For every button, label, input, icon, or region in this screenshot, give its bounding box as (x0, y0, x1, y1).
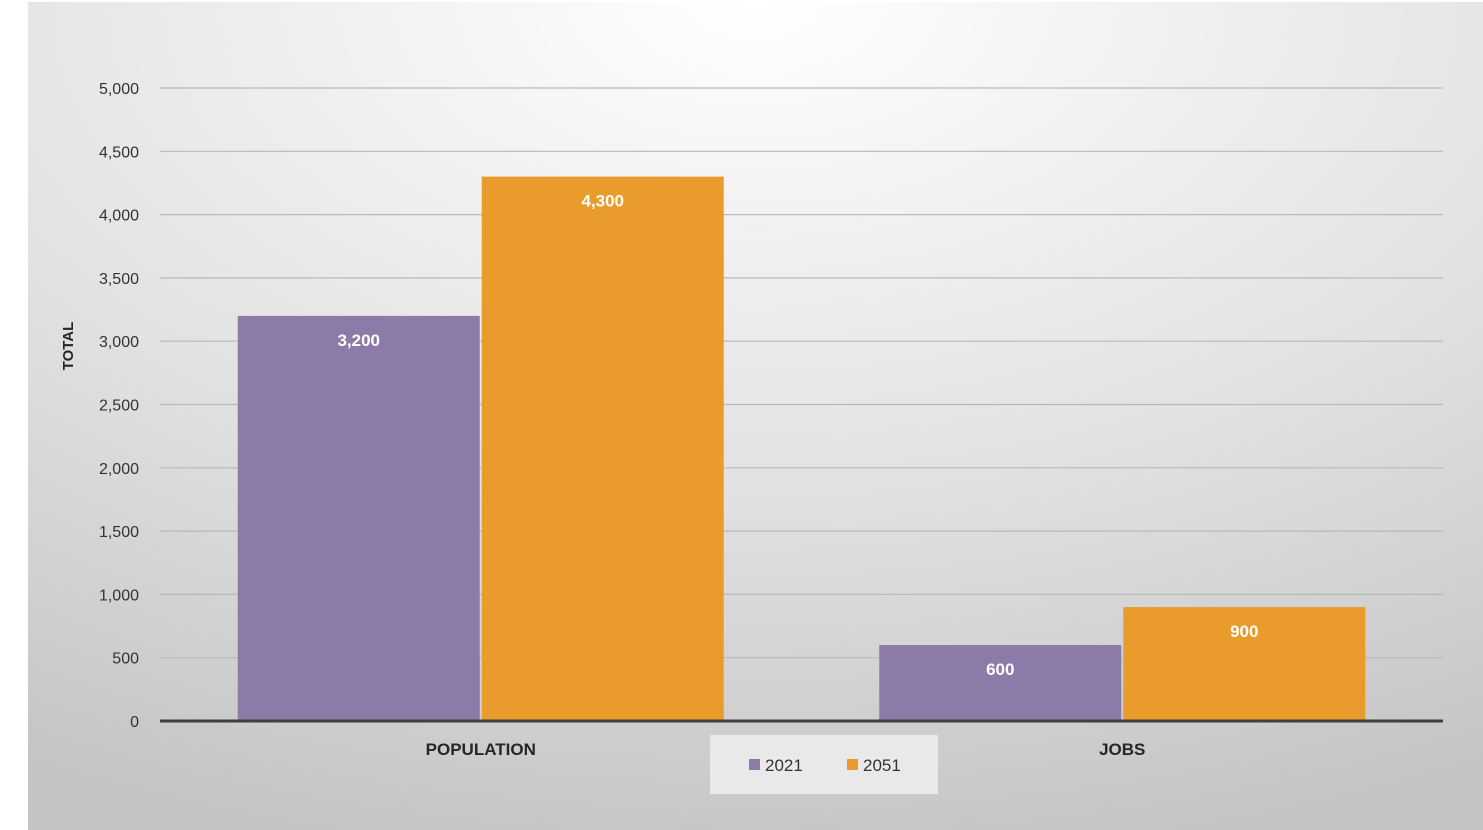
y-tick-label: 500 (112, 651, 139, 668)
legend-swatch-2051 (847, 759, 858, 770)
legend-swatch-2021 (749, 759, 760, 770)
data-labels: 3,200 4,300 600 900 (337, 192, 1258, 679)
x-category-label: JOBS (1099, 740, 1145, 759)
legend-box (710, 735, 938, 794)
legend-label: 2021 (765, 756, 803, 775)
y-tick-label: 3,500 (99, 271, 139, 288)
y-tick-label: 4,500 (99, 144, 139, 161)
bars (237, 176, 1366, 721)
legend-label: 2051 (863, 756, 901, 775)
y-tick-label: 2,500 (99, 398, 139, 415)
y-tick-label: 0 (130, 714, 139, 731)
bar-2021-jobs (879, 645, 1122, 721)
y-tick-label: 3,000 (99, 334, 139, 351)
y-tick-label: 1,000 (99, 587, 139, 604)
data-label: 4,300 (581, 192, 624, 211)
y-axis-title: TOTAL (60, 322, 77, 371)
x-category-label: POPULATION (426, 740, 536, 759)
y-tick-label: 4,000 (99, 208, 139, 225)
x-axis-categories: POPULATION JOBS (426, 740, 1146, 759)
y-tick-label: 2,000 (99, 461, 139, 478)
data-label: 900 (1230, 622, 1258, 641)
bar-2051-jobs (1123, 607, 1366, 721)
data-label: 3,200 (337, 331, 380, 350)
data-label: 600 (986, 660, 1014, 679)
bar-2021-population (237, 315, 480, 721)
y-tick-label: 5,000 (99, 81, 139, 98)
legend: 2021 2051 (710, 735, 938, 794)
y-tick-label: 1,500 (99, 524, 139, 541)
bar-2051-population (481, 176, 724, 721)
y-axis-ticks: 0 500 1,000 1,500 2,000 2,500 3,000 3,500 4,000 4… (99, 81, 139, 731)
